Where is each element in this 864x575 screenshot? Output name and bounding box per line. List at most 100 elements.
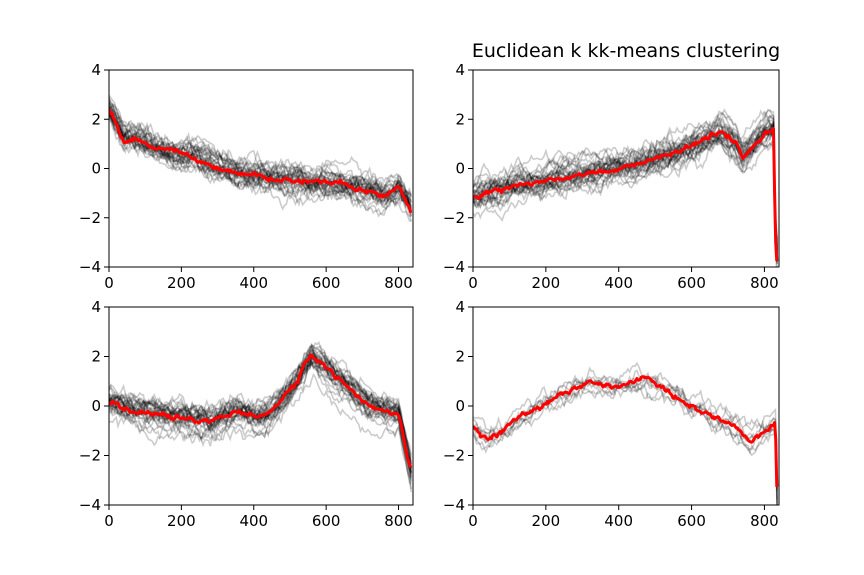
y-tick-label: −2 xyxy=(79,447,101,465)
x-tick-label: 800 xyxy=(750,274,779,292)
subplot-4: 0 200 400 600 800 4 2 0 −2 −4 xyxy=(443,298,780,530)
series-member-line xyxy=(473,380,778,505)
x-tick-label: 600 xyxy=(312,274,341,292)
series-member-line xyxy=(473,109,778,239)
series-member-line xyxy=(473,374,778,504)
series-member-line xyxy=(109,107,412,222)
x-tick-label: 0 xyxy=(468,274,478,292)
series-barycenter-line xyxy=(109,353,413,469)
y-tick-label: 4 xyxy=(91,61,101,79)
series-member-line xyxy=(109,350,412,472)
series-member-line xyxy=(473,137,778,267)
series-member-line xyxy=(473,123,778,256)
series-member-line xyxy=(109,115,412,210)
x-tick-label: 400 xyxy=(239,274,268,292)
y-tick-label: −4 xyxy=(79,258,101,276)
x-tick-label: 0 xyxy=(104,512,114,530)
series-member-line xyxy=(109,355,412,469)
series-member-line xyxy=(473,377,778,505)
y-tick-label: 2 xyxy=(91,110,101,128)
plot-area xyxy=(473,108,779,267)
series-member-line xyxy=(109,340,412,459)
y-tick-label: 0 xyxy=(455,160,465,178)
x-tick-label: 600 xyxy=(677,274,706,292)
series-member-line xyxy=(109,349,412,462)
x-tick-label: 800 xyxy=(750,512,779,530)
series-member-line xyxy=(109,99,412,199)
series-barycenter-line xyxy=(109,108,413,214)
y-tick-label: −2 xyxy=(79,209,101,227)
y-tick-label: 2 xyxy=(455,110,465,128)
x-tick-label: 200 xyxy=(167,274,196,292)
series-member-line xyxy=(109,114,412,217)
series-member-line xyxy=(473,137,778,265)
series-member-line xyxy=(473,122,778,246)
series-member-line xyxy=(109,345,412,465)
y-tick-label: 0 xyxy=(91,397,101,415)
series-member-line xyxy=(109,111,412,209)
y-tick-label: −4 xyxy=(443,496,465,514)
plot-area xyxy=(473,361,779,505)
x-tick-label: 600 xyxy=(677,512,706,530)
y-tick-label: −4 xyxy=(443,258,465,276)
plot-area xyxy=(109,94,413,222)
subplot-3: 0 200 400 600 800 4 2 0 −2 −4 xyxy=(79,298,414,530)
series-member-line xyxy=(109,110,412,210)
x-tick-label: 0 xyxy=(104,274,114,292)
series-member-line xyxy=(473,121,778,263)
series-member-line xyxy=(109,362,412,485)
series-member-line xyxy=(473,366,778,500)
series-member-line xyxy=(109,345,412,478)
subplot-2: 0 200 400 600 800 4 2 0 −2 −4 Euclidean k kk-means… xyxy=(443,40,780,292)
x-tick-label: 0 xyxy=(468,512,478,530)
series-member-line xyxy=(109,112,412,210)
series-barycenter-line xyxy=(473,127,779,262)
x-tick-label: 200 xyxy=(167,512,196,530)
series-member-line xyxy=(109,372,412,493)
y-tick-label: −2 xyxy=(443,209,465,227)
y-tick-label: −2 xyxy=(443,447,465,465)
series-member-line xyxy=(473,361,778,492)
series-member-line xyxy=(109,359,412,473)
series-member-line xyxy=(473,122,778,248)
series-member-line xyxy=(109,360,412,480)
series-member-line xyxy=(473,111,778,241)
series-member-line xyxy=(473,369,778,490)
x-tick-label: 200 xyxy=(532,274,561,292)
chart-title: Euclidean k kk-means clustering xyxy=(472,40,780,62)
subplot-1: 0 200 400 600 800 4 2 0 −2 −4 xyxy=(79,61,414,292)
series-member-line xyxy=(109,360,412,464)
series-member-line xyxy=(109,343,412,470)
series-member-line xyxy=(109,358,412,475)
series-member-line xyxy=(109,97,412,202)
series-member-line xyxy=(109,102,412,203)
series-member-line xyxy=(473,112,778,249)
y-tick-label: 2 xyxy=(91,348,101,366)
y-tick-label: 0 xyxy=(455,397,465,415)
plot-area xyxy=(109,340,413,493)
series-member-line xyxy=(109,348,412,471)
series-member-line xyxy=(109,115,412,222)
x-tick-label: 600 xyxy=(312,512,341,530)
y-tick-label: 4 xyxy=(455,298,465,316)
series-member-line xyxy=(473,127,778,254)
x-tick-label: 400 xyxy=(604,274,633,292)
series-member-line xyxy=(109,112,412,216)
series-member-line xyxy=(109,355,412,473)
series-member-line xyxy=(473,121,778,249)
series-member-line xyxy=(473,132,778,264)
x-tick-label: 200 xyxy=(532,512,561,530)
series-member-line xyxy=(473,115,778,249)
series-member-line xyxy=(109,352,412,478)
series-member-line xyxy=(109,360,412,467)
x-tick-label: 800 xyxy=(384,274,413,292)
series-barycenter-line xyxy=(473,375,779,487)
y-tick-label: −4 xyxy=(79,496,101,514)
x-tick-label: 400 xyxy=(604,512,633,530)
x-tick-label: 800 xyxy=(384,512,413,530)
series-member-line xyxy=(109,110,412,212)
series-member-line xyxy=(473,371,778,505)
x-tick-label: 400 xyxy=(239,512,268,530)
